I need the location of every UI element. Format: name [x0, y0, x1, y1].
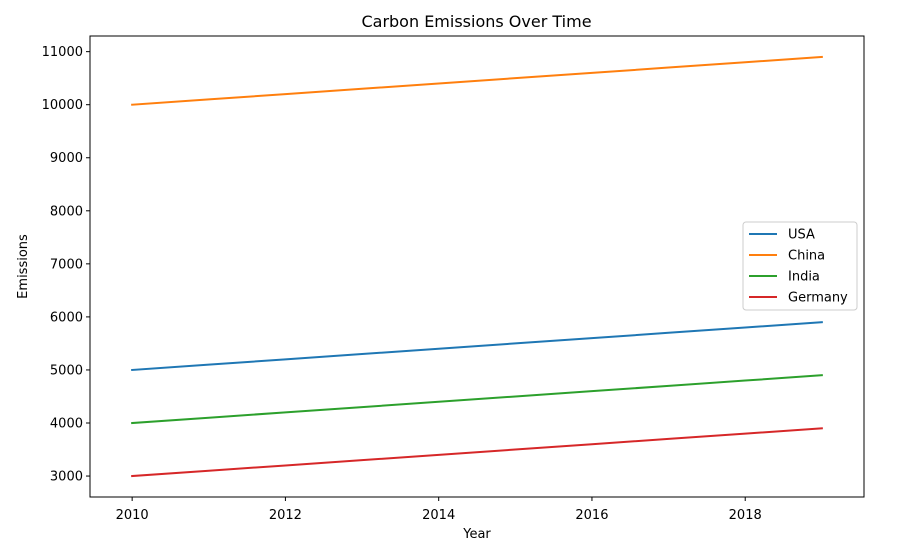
y-tick-label: 4000: [50, 416, 83, 431]
x-axis: 2010 2012 2014 2016 2018: [116, 497, 762, 523]
y-tick-label: 8000: [50, 204, 83, 219]
x-axis-label: Year: [462, 527, 491, 542]
series-line-germany: [131, 427, 823, 478]
y-tick-label: 5000: [50, 363, 83, 378]
y-tick-label: 10000: [42, 98, 83, 113]
series-line-usa: [131, 321, 823, 372]
x-tick-label: 2014: [422, 508, 455, 523]
chart-title: Carbon Emissions Over Time: [361, 12, 591, 31]
x-tick-label: 2018: [729, 508, 762, 523]
x-tick-label: 2016: [575, 508, 608, 523]
y-tick-label: 9000: [50, 151, 83, 166]
legend-label-china: China: [788, 249, 825, 264]
plot-area: [131, 55, 823, 478]
y-tick-label: 3000: [50, 470, 83, 485]
legend: USA China India Germany: [742, 221, 858, 311]
legend-label-usa: USA: [788, 228, 815, 243]
legend-label-india: India: [788, 270, 820, 285]
y-tick-label: 6000: [50, 310, 83, 325]
series-line-china: [131, 55, 823, 106]
y-axis: 3000 4000 5000 6000 7000 8000 9000 10000 11000: [42, 45, 90, 485]
series-line-india: [131, 374, 823, 425]
y-tick-label: 11000: [42, 45, 83, 60]
x-tick-label: 2012: [269, 508, 302, 523]
y-axis-label: Emissions: [16, 234, 31, 299]
legend-label-germany: Germany: [788, 291, 848, 306]
legend-box: [742, 221, 858, 311]
y-tick-label: 7000: [50, 257, 83, 272]
plot-frame: [89, 35, 865, 498]
x-tick-label: 2010: [116, 508, 149, 523]
